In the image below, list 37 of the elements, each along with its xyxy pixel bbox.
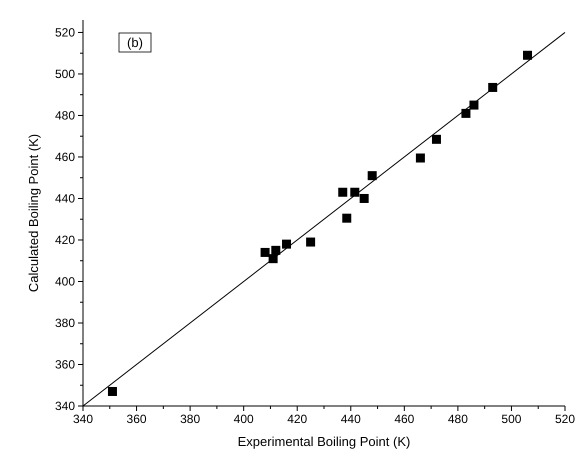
x-tick-label: 440 [340, 412, 362, 426]
point [306, 238, 316, 247]
point [432, 134, 441, 144]
point [342, 214, 352, 223]
point [461, 108, 470, 118]
y-tick-label: 380 [54, 316, 76, 330]
x-tick-label: 500 [501, 412, 522, 426]
y-tick-label: 460 [54, 150, 76, 164]
y-axis-title: Calculated Boiling Point (K) [26, 134, 41, 292]
x-tick-label: 400 [234, 412, 254, 426]
x-tick-label: 520 [554, 412, 576, 426]
y-tick-label: 420 [54, 232, 76, 247]
annotation: (b) [127, 35, 143, 50]
x-tick-label: 460 [394, 412, 415, 426]
x-tick-label: 420 [287, 412, 308, 426]
y-tick-label: 400 [54, 274, 76, 288]
y-tick-label: 500 [54, 66, 76, 81]
point [271, 246, 280, 255]
point [350, 188, 360, 197]
x-tick-label: 360 [126, 412, 147, 426]
point [260, 248, 270, 257]
x-tick-label: 380 [180, 412, 200, 426]
point [282, 240, 292, 249]
point [338, 188, 348, 197]
y-tick-label: 480 [54, 108, 76, 122]
point [416, 154, 425, 163]
y-tick-label: 520 [54, 25, 76, 40]
point [108, 386, 117, 396]
x-axis-title: Experimental Boiling Point (K) [238, 434, 410, 449]
y-tick-label: 440 [54, 191, 76, 206]
point [360, 194, 369, 203]
y-tick-label: 360 [54, 357, 76, 372]
point [523, 50, 532, 60]
x-tick-label: 340 [72, 412, 94, 426]
point [368, 171, 377, 180]
x-tick-label: 480 [448, 412, 468, 426]
y-tick-label: 340 [54, 399, 76, 413]
